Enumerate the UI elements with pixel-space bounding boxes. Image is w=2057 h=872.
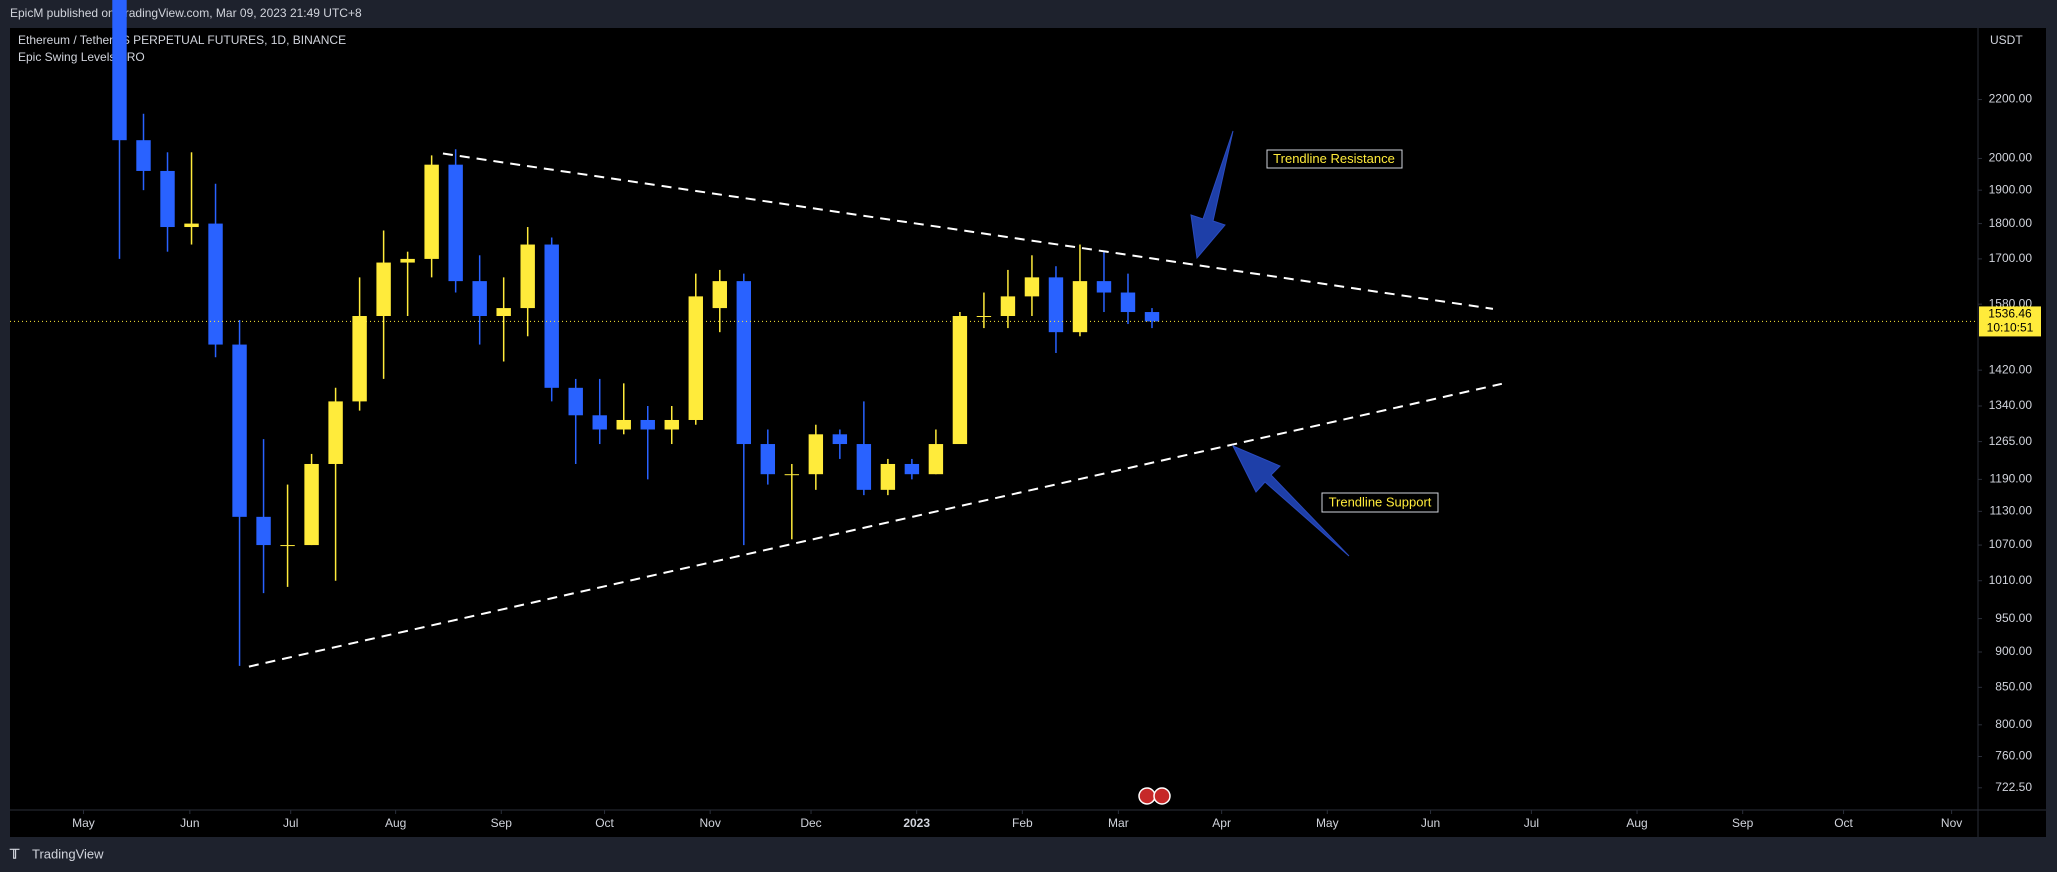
- candle-body: [496, 308, 511, 317]
- logo-mark: 𝕋: [9, 846, 20, 861]
- x-tick-label: Apr: [1212, 816, 1231, 830]
- x-tick-label: Sep: [491, 816, 513, 830]
- x-tick-label: Oct: [595, 816, 614, 830]
- candle-body: [1144, 312, 1160, 322]
- candle-body: [736, 281, 752, 445]
- candle-body: [688, 296, 703, 420]
- candle-body: [592, 415, 607, 430]
- x-tick-label: May: [1316, 816, 1339, 830]
- y-tick-label: 1130.00: [1990, 504, 2033, 518]
- y-tick-label: 1340.00: [1989, 398, 2033, 412]
- candle-body: [1120, 292, 1136, 313]
- candle-body: [760, 444, 776, 475]
- candle-body: [136, 140, 151, 171]
- y-tick-label: 1010.00: [1989, 573, 2033, 587]
- candle-body: [664, 419, 679, 430]
- y-tick-label: 800.00: [1995, 717, 2032, 731]
- x-tick-label: Aug: [1626, 816, 1647, 830]
- candle-body: [1024, 277, 1040, 297]
- candle-body: [1000, 296, 1016, 317]
- x-tick-label: Feb: [1012, 816, 1033, 830]
- candle-body: [1096, 281, 1112, 293]
- x-tick-label: 2023: [903, 816, 930, 830]
- arrow: [1190, 130, 1234, 260]
- candle-body: [160, 170, 175, 228]
- annotation: Trendline Support: [1329, 494, 1432, 509]
- y-tick-label: 1700.00: [1989, 251, 2033, 265]
- y-tick-label: 2000.00: [1989, 151, 2033, 165]
- x-tick-label: May: [72, 816, 95, 830]
- candle-body: [832, 434, 848, 445]
- candle-body: [640, 419, 655, 430]
- annotation-box: [1321, 492, 1439, 513]
- countdown-label: 10:10:51: [1987, 321, 2034, 335]
- candle-body: [400, 258, 415, 263]
- x-tick-label: Jul: [283, 816, 298, 830]
- candle-body: [472, 281, 487, 317]
- x-tick-label: Sep: [1732, 816, 1754, 830]
- x-tick-label: Oct: [1834, 816, 1853, 830]
- candle-body: [544, 244, 559, 388]
- candle-body: [856, 444, 872, 490]
- candle-body: [904, 463, 920, 475]
- candle-body: [304, 463, 319, 546]
- x-tick-label: Nov: [700, 816, 721, 830]
- y-tick-label: 722.50: [1995, 780, 2032, 794]
- candle-body: [952, 316, 968, 445]
- candle-body: [256, 516, 271, 546]
- x-tick-label: Nov: [1941, 816, 1962, 830]
- chart-pane: [10, 28, 2046, 837]
- y-tick-label: 1900.00: [1989, 182, 2033, 196]
- candle-body: [328, 401, 343, 464]
- x-tick-label: Dec: [800, 816, 821, 830]
- candle-body: [880, 463, 896, 490]
- y-tick-label: 1420.00: [1989, 362, 2033, 376]
- candle-body: [568, 387, 583, 416]
- candle-body: [232, 344, 247, 517]
- y-tick-label: 850.00: [1995, 680, 2032, 694]
- currency: USDT: [1990, 33, 2023, 47]
- annotation-box: [1266, 149, 1403, 169]
- candle-body: [1072, 281, 1088, 333]
- footer-brand: TradingView: [32, 846, 104, 861]
- y-tick-label: 900.00: [1995, 644, 2032, 658]
- candle-body: [376, 262, 391, 317]
- chart-title: Ethereum / TetherUS PERPETUAL FUTURES, 1…: [18, 33, 346, 47]
- y-tick-label: 760.00: [1995, 749, 2032, 763]
- y-tick-label: 1800.00: [1989, 216, 2033, 230]
- x-tick-label: Mar: [1108, 816, 1129, 830]
- candle-body: [1048, 277, 1064, 333]
- candle-body: [352, 316, 367, 402]
- trendline: [442, 152, 1494, 310]
- y-tick-label: 1070.00: [1989, 537, 2033, 551]
- candle-body: [784, 474, 800, 476]
- y-tick-label: 1190.00: [1990, 472, 2033, 486]
- annotation: Trendline Resistance: [1273, 151, 1395, 166]
- y-tick-label: 2200.00: [1989, 92, 2033, 106]
- arrow: [1231, 445, 1350, 557]
- publisher: EpicM published on TradingView.com, Mar …: [10, 6, 362, 20]
- candle-body: [112, 0, 127, 141]
- candle-body: [520, 244, 535, 309]
- y-tick-label: 950.00: [1995, 611, 2032, 625]
- candle-body: [184, 223, 199, 228]
- x-tick-label: Jun: [1421, 816, 1440, 830]
- candle-body: [424, 164, 439, 259]
- y-tick-label: 1265.00: [1989, 434, 2033, 448]
- event-icon: [1138, 787, 1171, 805]
- candle-body: [712, 281, 727, 309]
- x-tick-label: Aug: [385, 816, 406, 830]
- last-price-label: 1536.46: [1988, 307, 2032, 321]
- candle-body: [616, 419, 631, 430]
- x-tick-label: Jul: [1524, 816, 1539, 830]
- candle-body: [976, 316, 992, 318]
- candle-body: [208, 223, 223, 345]
- candle-body: [280, 545, 295, 547]
- candle-body: [808, 434, 824, 475]
- x-tick-label: Jun: [180, 816, 199, 830]
- candle-body: [448, 164, 463, 282]
- candle-body: [928, 444, 944, 475]
- last-price-box: [1979, 306, 2041, 337]
